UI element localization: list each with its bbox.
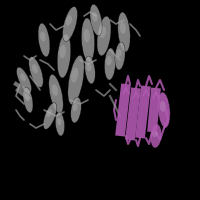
Ellipse shape [64,8,78,42]
Ellipse shape [66,15,72,26]
Ellipse shape [85,56,95,84]
Ellipse shape [39,24,51,58]
Ellipse shape [159,93,171,129]
Ellipse shape [72,104,78,111]
Ellipse shape [120,22,126,34]
Ellipse shape [30,58,44,88]
Ellipse shape [23,87,33,113]
Ellipse shape [86,63,92,71]
Ellipse shape [72,98,82,124]
Ellipse shape [52,84,58,96]
Ellipse shape [98,17,112,57]
Ellipse shape [115,42,125,70]
Ellipse shape [17,67,31,93]
Ellipse shape [44,104,58,130]
Ellipse shape [55,112,65,136]
Ellipse shape [25,94,29,101]
Ellipse shape [58,35,72,79]
Ellipse shape [116,49,122,57]
Ellipse shape [160,101,166,112]
Ellipse shape [82,19,96,63]
Ellipse shape [152,130,158,137]
Ellipse shape [119,13,131,53]
Ellipse shape [97,16,111,56]
Ellipse shape [104,48,116,80]
Ellipse shape [158,92,170,128]
Ellipse shape [57,34,71,78]
Ellipse shape [24,88,34,114]
Ellipse shape [18,68,32,94]
Ellipse shape [91,5,103,37]
Ellipse shape [99,26,106,38]
Ellipse shape [71,68,78,82]
Ellipse shape [38,23,50,57]
Ellipse shape [81,18,95,62]
Ellipse shape [59,45,66,58]
Ellipse shape [43,103,57,129]
Ellipse shape [20,73,26,81]
Ellipse shape [151,125,163,149]
Ellipse shape [32,64,38,73]
Ellipse shape [49,74,63,114]
Ellipse shape [150,124,162,148]
Ellipse shape [90,4,102,36]
Ellipse shape [118,12,130,52]
Ellipse shape [40,32,46,42]
Ellipse shape [56,113,66,137]
Ellipse shape [57,118,61,125]
Ellipse shape [83,29,90,42]
Ellipse shape [29,57,43,87]
Ellipse shape [106,56,112,66]
Ellipse shape [105,49,117,81]
Ellipse shape [71,97,81,123]
Ellipse shape [86,57,96,85]
Ellipse shape [92,12,98,22]
Ellipse shape [69,56,85,106]
Ellipse shape [50,75,64,115]
Ellipse shape [116,43,126,71]
Ellipse shape [46,109,52,117]
Ellipse shape [68,55,84,105]
Ellipse shape [63,7,77,41]
